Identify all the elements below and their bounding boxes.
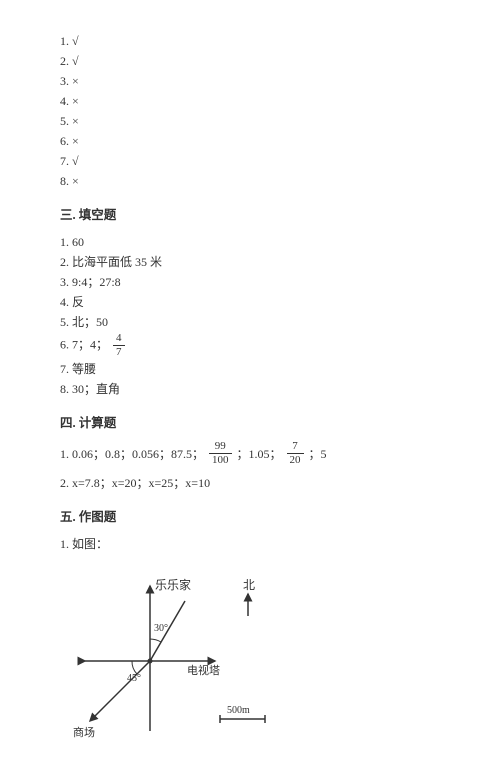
label-angle-top: 30° xyxy=(154,623,168,634)
label-angle-bottom: 45° xyxy=(127,673,141,684)
label-north: 北 xyxy=(243,578,255,592)
judgment-item: 5. × xyxy=(60,112,450,130)
judgment-list: 1. √ 2. √ 3. × 4. × 5. × 6. × 7. √ 8. × xyxy=(60,32,450,190)
label-home: 乐乐家 xyxy=(155,577,191,592)
fill-item: 8. 30；直角 xyxy=(60,380,450,398)
judgment-item: 1. √ xyxy=(60,32,450,50)
judgment-item: 8. × xyxy=(60,172,450,190)
fill-item: 6. 7；4； 4 7 xyxy=(60,333,450,358)
fill-blank-list: 1. 60 2. 比海平面低 35 米 3. 9:4；27:8 4. 反 5. … xyxy=(60,233,450,398)
label-tower: 电视塔 xyxy=(187,663,220,677)
section-5-header: 五. 作图题 xyxy=(60,506,450,525)
fill-item: 5. 北；50 xyxy=(60,313,450,331)
draw-label: 1. 如图： xyxy=(60,535,450,553)
fill-item: 2. 比海平面低 35 米 xyxy=(60,253,450,271)
fill-item: 1. 60 xyxy=(60,233,450,251)
page: 1. √ 2. √ 3. × 4. × 5. × 6. × 7. √ 8. × … xyxy=(0,0,500,766)
section-3-header: 三. 填空题 xyxy=(60,204,450,223)
fill-item: 3. 9:4；27:8 xyxy=(60,273,450,291)
label-mall: 商场 xyxy=(73,725,95,739)
section-4-header: 四. 计算题 xyxy=(60,412,450,431)
fraction: 7 20 xyxy=(287,441,304,466)
fraction: 99 100 xyxy=(209,441,232,466)
judgment-item: 7. √ xyxy=(60,152,450,170)
judgment-item: 3. × xyxy=(60,72,450,90)
fill-item: 7. 等腰 xyxy=(60,360,450,378)
judgment-item: 4. × xyxy=(60,92,450,110)
judgment-item: 6. × xyxy=(60,132,450,150)
calc-item-1: 1. 0.06；0.8；0.056；87.5； 99 100 ；1.05； 7 … xyxy=(60,441,450,466)
calc-item-2: 2. x=7.8；x=20；x=25；x=10 xyxy=(60,474,450,492)
diagram-figure: 乐乐家 北 电视塔 商场 30° 45° 500m xyxy=(60,561,290,746)
fill-item: 4. 反 xyxy=(60,293,450,311)
judgment-item: 2. √ xyxy=(60,52,450,70)
fraction: 4 7 xyxy=(113,333,125,358)
